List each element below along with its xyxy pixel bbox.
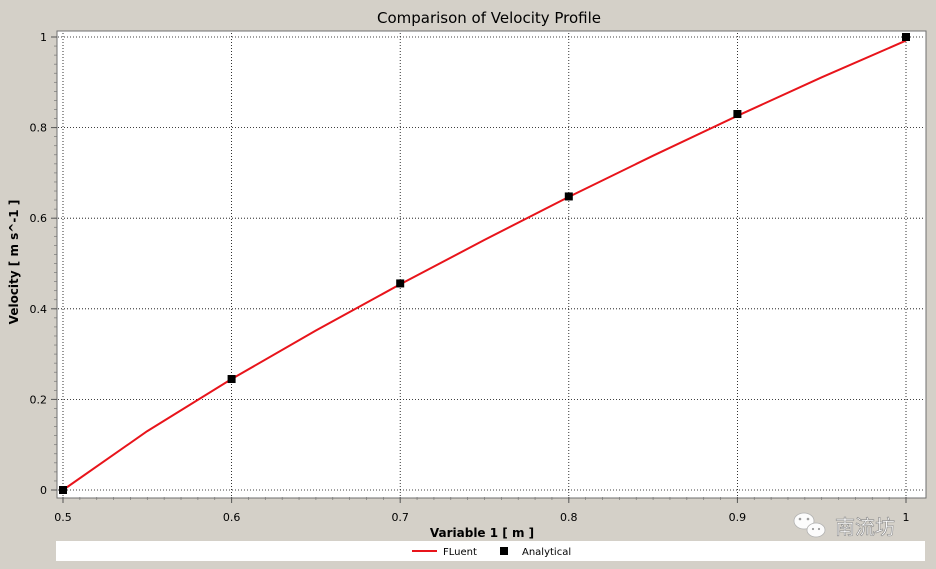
data-point-analytical <box>733 110 742 119</box>
y-tick-label: 0.4 <box>30 303 48 316</box>
legend-label-fluent: FLuent <box>443 547 477 558</box>
watermark: 南流坊 <box>793 512 895 539</box>
watermark-text: 南流坊 <box>835 515 895 539</box>
legend-swatch-analytical <box>500 547 508 555</box>
grid-lines <box>58 33 925 497</box>
y-axis-ticks: 0 0.2 0.4 0.6 0.8 1 <box>30 31 57 497</box>
y-tick-label: 0.6 <box>30 212 48 225</box>
x-tick-label: 0.6 <box>223 511 241 524</box>
data-point-analytical <box>59 486 67 494</box>
wechat-icon <box>793 512 826 538</box>
data-point-analytical <box>227 375 236 384</box>
x-axis-ticks: 0.5 0.6 0.7 0.8 0.9 1 <box>54 497 910 524</box>
legend-item-analytical: Analytical <box>500 547 571 558</box>
legend-label-analytical: Analytical <box>522 547 571 558</box>
plot-frame <box>56 30 927 499</box>
y-axis-label: Velocity [ m s^-1 ] <box>7 200 21 325</box>
y-tick-label: 0 <box>40 484 47 497</box>
x-axis-label: Variable 1 [ m ] <box>430 526 534 540</box>
data-point-analytical <box>564 192 573 201</box>
x-tick-label: 0.9 <box>729 511 747 524</box>
legend-item-fluent: FLuent <box>412 547 477 558</box>
y-tick-label: 1 <box>40 31 47 44</box>
series-layer <box>59 33 910 494</box>
data-point-analytical <box>396 279 405 288</box>
y-tick-label: 0.8 <box>30 122 48 135</box>
y-tick-label: 0.2 <box>30 393 48 406</box>
data-point-analytical <box>902 33 910 41</box>
x-tick-label: 0.7 <box>391 511 409 524</box>
chart-title: Comparison of Velocity Profile <box>377 9 601 27</box>
legend-box <box>56 541 925 561</box>
series-line-fluent <box>62 39 907 491</box>
x-tick-label: 0.5 <box>54 511 72 524</box>
x-tick-label: 1 <box>903 511 910 524</box>
x-tick-label: 0.8 <box>560 511 578 524</box>
